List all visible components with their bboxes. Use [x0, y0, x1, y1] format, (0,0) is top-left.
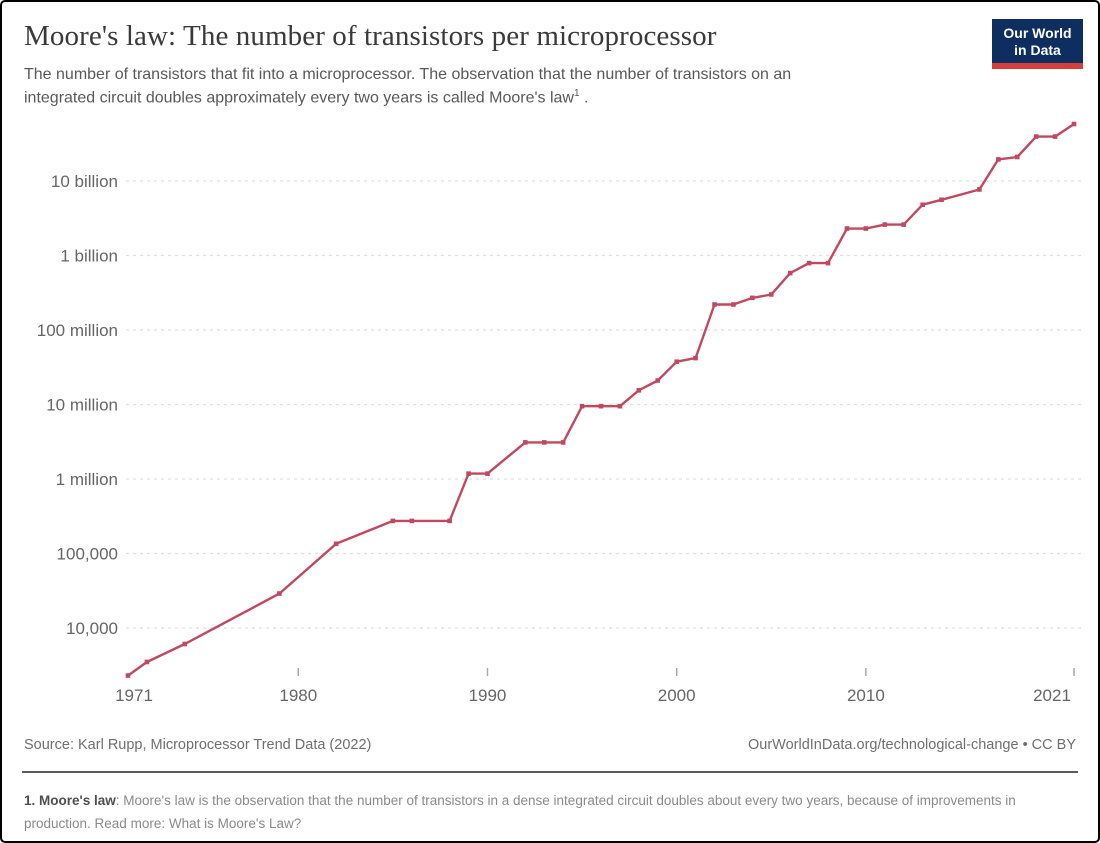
data-point-marker[interactable] — [390, 518, 396, 524]
subtitle-line-2: integrated circuit doubles approximately… — [24, 89, 574, 107]
data-point-marker[interactable] — [409, 518, 415, 524]
data-point-marker[interactable] — [977, 187, 982, 192]
data-point-marker[interactable] — [485, 471, 490, 476]
subtitle-footnote-marker: 1 — [573, 87, 580, 99]
logo-text-line1: Our World — [1003, 25, 1072, 41]
data-point-marker[interactable] — [636, 388, 642, 393]
footnote-label: 1. Moore's law — [24, 793, 116, 808]
data-point-marker[interactable] — [787, 270, 793, 276]
data-point-marker[interactable] — [466, 471, 471, 476]
attribution-link[interactable]: OurWorldInData.org/technological-change — [747, 737, 1019, 753]
y-axis-label: 100 million — [37, 321, 118, 340]
data-point-marker[interactable] — [125, 673, 131, 678]
x-axis-label: 2021 — [1033, 686, 1071, 705]
y-axis-label: 10 billion — [51, 172, 118, 191]
data-point-marker[interactable] — [277, 591, 282, 596]
data-point-marker[interactable] — [731, 302, 736, 307]
subtitle-line-1: The number of transistors that fit into … — [24, 66, 792, 83]
logo-red-stripe — [992, 63, 1083, 69]
data-point-marker[interactable] — [996, 157, 1001, 162]
source-text: Source: Karl Rupp, Microprocessor Trend … — [24, 737, 372, 753]
x-axis-label: 1971 — [115, 686, 153, 705]
page-title: Moore's law: The number of transistors p… — [24, 20, 717, 52]
y-axis-label: 1 million — [56, 470, 118, 489]
attribution: OurWorldInData.org/technological-change … — [748, 737, 1076, 753]
data-point-marker[interactable] — [920, 202, 925, 208]
data-point-marker[interactable] — [750, 295, 755, 301]
data-point-marker[interactable] — [901, 222, 907, 227]
y-axis-label: 10 million — [46, 396, 118, 415]
footnote-body: : Moore's law is the observation that th… — [24, 793, 1016, 831]
x-axis-label: 2010 — [847, 686, 885, 705]
chart-footer: Source: Karl Rupp, Microprocessor Trend … — [24, 737, 1076, 753]
data-point-marker[interactable] — [655, 378, 661, 383]
logo-text-line2: in Data — [1014, 41, 1061, 58]
data-point-marker[interactable] — [712, 302, 717, 307]
data-point-marker[interactable] — [579, 403, 585, 409]
data-point-marker[interactable] — [333, 541, 339, 547]
data-point-marker[interactable] — [825, 260, 831, 266]
data-point-marker[interactable] — [560, 440, 566, 445]
data-point-marker[interactable] — [598, 403, 604, 409]
data-point-marker[interactable] — [768, 292, 774, 297]
y-axis-label: 100,000 — [57, 545, 118, 564]
subtitle-tail: . — [579, 89, 589, 107]
data-point-marker[interactable] — [939, 197, 944, 203]
data-point-marker[interactable] — [882, 222, 888, 227]
license-text: • CC BY — [1018, 737, 1076, 753]
footnote: 1. Moore's law: Moore's law is the obser… — [24, 790, 1076, 836]
x-axis-label: 2000 — [658, 686, 696, 705]
data-point-marker[interactable] — [523, 440, 528, 445]
data-point-marker[interactable] — [863, 226, 869, 231]
y-axis-label: 10,000 — [66, 619, 118, 638]
data-point-marker[interactable] — [806, 260, 812, 266]
read-more-link[interactable]: What is Moore's Law? — [168, 815, 302, 831]
data-point-marker[interactable] — [1052, 134, 1058, 139]
chart-subtitle: The number of transistors that fit into … — [24, 64, 954, 110]
x-axis-label: 1980 — [279, 686, 317, 705]
data-point-marker[interactable] — [617, 403, 623, 409]
owid-logo[interactable]: Our World in Data — [992, 19, 1083, 69]
data-point-marker[interactable] — [182, 641, 188, 647]
data-point-marker[interactable] — [144, 659, 150, 665]
data-point-marker[interactable] — [844, 226, 850, 231]
moores-law-chart[interactable]: 10 billion 1 billion 100 million 10 million… — [2, 112, 1100, 712]
data-point-marker[interactable] — [1033, 134, 1039, 139]
data-point-marker[interactable] — [1014, 154, 1020, 160]
data-point-marker[interactable] — [447, 518, 452, 524]
trend-line — [126, 122, 1076, 677]
data-point-marker[interactable] — [674, 359, 679, 365]
x-axis-label: 1990 — [469, 686, 507, 705]
data-point-marker[interactable] — [541, 440, 547, 445]
y-axis-label: 1 billion — [60, 247, 118, 266]
footer-divider — [22, 771, 1078, 773]
data-point-marker[interactable] — [1071, 121, 1077, 127]
data-point-marker[interactable] — [693, 355, 698, 361]
